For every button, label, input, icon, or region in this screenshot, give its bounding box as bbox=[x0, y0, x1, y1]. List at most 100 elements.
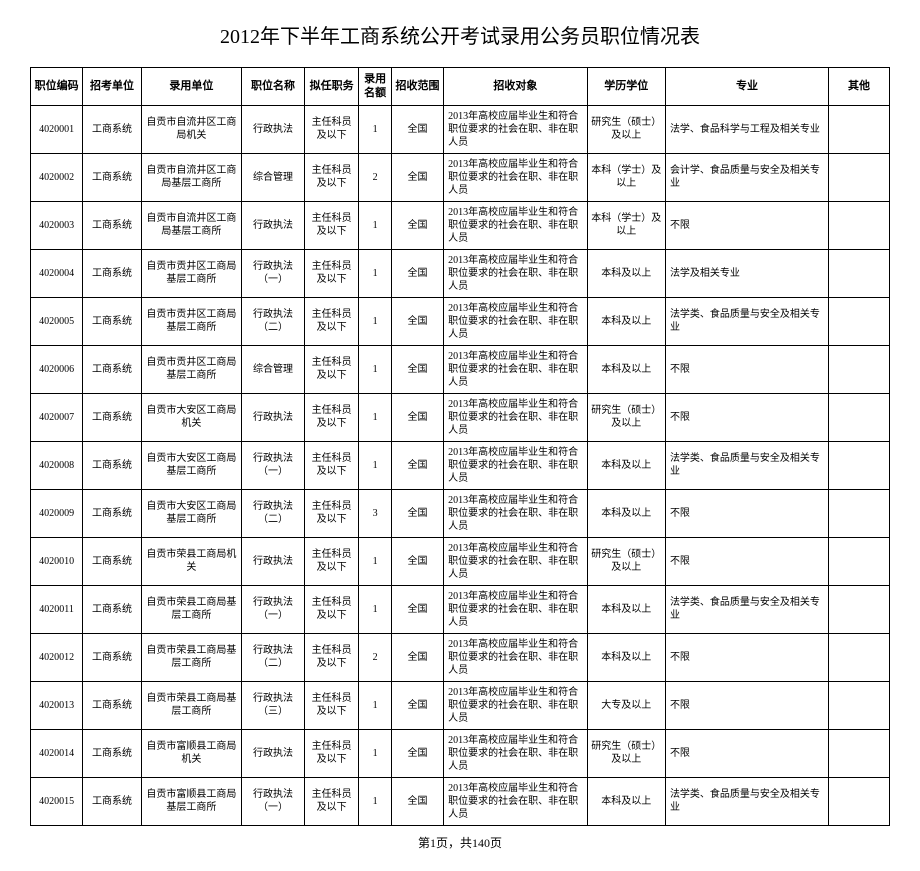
cell-scope: 全国 bbox=[391, 441, 443, 489]
cell-rank: 主任科员及以下 bbox=[304, 297, 358, 345]
cell-rank: 主任科员及以下 bbox=[304, 153, 358, 201]
table-row: 4020005工商系统自贡市贡井区工商局基层工商所行政执法（二）主任科员及以下1… bbox=[31, 297, 890, 345]
cell-major: 不限 bbox=[665, 633, 828, 681]
cell-other bbox=[829, 393, 890, 441]
table-row: 4020003工商系统自贡市自流井区工商局基层工商所行政执法主任科员及以下1全国… bbox=[31, 201, 890, 249]
cell-employer: 自贡市富顺县工商局机关 bbox=[141, 729, 241, 777]
cell-rank: 主任科员及以下 bbox=[304, 489, 358, 537]
cell-position: 行政执法 bbox=[241, 201, 304, 249]
cell-dept: 工商系统 bbox=[83, 729, 142, 777]
cell-position: 行政执法（一） bbox=[241, 249, 304, 297]
cell-dept: 工商系统 bbox=[83, 441, 142, 489]
cell-employer: 自贡市荣县工商局机关 bbox=[141, 537, 241, 585]
cell-scope: 全国 bbox=[391, 393, 443, 441]
cell-employer: 自贡市自流井区工商局基层工商所 bbox=[141, 153, 241, 201]
table-row: 4020012工商系统自贡市荣县工商局基层工商所行政执法（二）主任科员及以下2全… bbox=[31, 633, 890, 681]
cell-target: 2013年高校应届毕业生和符合职位要求的社会在职、非在职人员 bbox=[444, 153, 588, 201]
cell-other bbox=[829, 345, 890, 393]
cell-position: 行政执法 bbox=[241, 729, 304, 777]
table-row: 4020011工商系统自贡市荣县工商局基层工商所行政执法（一）主任科员及以下1全… bbox=[31, 585, 890, 633]
cell-code: 4020003 bbox=[31, 201, 83, 249]
col-header-edu: 学历学位 bbox=[587, 68, 665, 106]
cell-scope: 全国 bbox=[391, 153, 443, 201]
cell-edu: 研究生（硕士）及以上 bbox=[587, 729, 665, 777]
cell-other bbox=[829, 729, 890, 777]
cell-scope: 全国 bbox=[391, 489, 443, 537]
cell-quota: 1 bbox=[359, 729, 392, 777]
cell-dept: 工商系统 bbox=[83, 777, 142, 825]
cell-other bbox=[829, 201, 890, 249]
cell-target: 2013年高校应届毕业生和符合职位要求的社会在职、非在职人员 bbox=[444, 393, 588, 441]
table-row: 4020004工商系统自贡市贡井区工商局基层工商所行政执法（一）主任科员及以下1… bbox=[31, 249, 890, 297]
cell-other bbox=[829, 633, 890, 681]
cell-target: 2013年高校应届毕业生和符合职位要求的社会在职、非在职人员 bbox=[444, 585, 588, 633]
cell-edu: 本科及以上 bbox=[587, 297, 665, 345]
cell-major: 法学及相关专业 bbox=[665, 249, 828, 297]
cell-scope: 全国 bbox=[391, 777, 443, 825]
cell-employer: 自贡市大安区工商局基层工商所 bbox=[141, 489, 241, 537]
cell-target: 2013年高校应届毕业生和符合职位要求的社会在职、非在职人员 bbox=[444, 681, 588, 729]
cell-position: 行政执法（三） bbox=[241, 681, 304, 729]
cell-target: 2013年高校应届毕业生和符合职位要求的社会在职、非在职人员 bbox=[444, 633, 588, 681]
cell-scope: 全国 bbox=[391, 681, 443, 729]
col-header-target: 招收对象 bbox=[444, 68, 588, 106]
cell-scope: 全国 bbox=[391, 537, 443, 585]
cell-other bbox=[829, 585, 890, 633]
table-row: 4020007工商系统自贡市大安区工商局机关行政执法主任科员及以下1全国2013… bbox=[31, 393, 890, 441]
cell-position: 综合管理 bbox=[241, 345, 304, 393]
table-row: 4020015工商系统自贡市富顺县工商局基层工商所行政执法（一）主任科员及以下1… bbox=[31, 777, 890, 825]
cell-major: 法学、食品科学与工程及相关专业 bbox=[665, 105, 828, 153]
cell-other bbox=[829, 777, 890, 825]
cell-scope: 全国 bbox=[391, 105, 443, 153]
cell-code: 4020008 bbox=[31, 441, 83, 489]
cell-position: 行政执法（二） bbox=[241, 633, 304, 681]
cell-position: 行政执法（一） bbox=[241, 585, 304, 633]
cell-major: 法学类、食品质量与安全及相关专业 bbox=[665, 441, 828, 489]
cell-edu: 本科及以上 bbox=[587, 585, 665, 633]
cell-position: 行政执法（二） bbox=[241, 297, 304, 345]
cell-other bbox=[829, 681, 890, 729]
table-row: 4020014工商系统自贡市富顺县工商局机关行政执法主任科员及以下1全国2013… bbox=[31, 729, 890, 777]
cell-scope: 全国 bbox=[391, 729, 443, 777]
cell-scope: 全国 bbox=[391, 201, 443, 249]
cell-code: 4020002 bbox=[31, 153, 83, 201]
cell-rank: 主任科员及以下 bbox=[304, 681, 358, 729]
cell-quota: 2 bbox=[359, 153, 392, 201]
cell-quota: 1 bbox=[359, 249, 392, 297]
cell-quota: 3 bbox=[359, 489, 392, 537]
page-title: 2012年下半年工商系统公开考试录用公务员职位情况表 bbox=[30, 20, 890, 49]
cell-employer: 自贡市荣县工商局基层工商所 bbox=[141, 633, 241, 681]
cell-employer: 自贡市贡井区工商局基层工商所 bbox=[141, 345, 241, 393]
cell-rank: 主任科员及以下 bbox=[304, 441, 358, 489]
cell-edu: 本科（学士）及以上 bbox=[587, 201, 665, 249]
cell-employer: 自贡市大安区工商局机关 bbox=[141, 393, 241, 441]
cell-other bbox=[829, 249, 890, 297]
cell-target: 2013年高校应届毕业生和符合职位要求的社会在职、非在职人员 bbox=[444, 297, 588, 345]
page-footer: 第1页，共140页 bbox=[30, 834, 890, 851]
cell-code: 4020012 bbox=[31, 633, 83, 681]
cell-code: 4020010 bbox=[31, 537, 83, 585]
cell-employer: 自贡市贡井区工商局基层工商所 bbox=[141, 297, 241, 345]
cell-dept: 工商系统 bbox=[83, 585, 142, 633]
col-header-dept: 招考单位 bbox=[83, 68, 142, 106]
cell-quota: 1 bbox=[359, 777, 392, 825]
cell-edu: 本科及以上 bbox=[587, 633, 665, 681]
cell-target: 2013年高校应届毕业生和符合职位要求的社会在职、非在职人员 bbox=[444, 777, 588, 825]
cell-major: 不限 bbox=[665, 489, 828, 537]
cell-quota: 1 bbox=[359, 201, 392, 249]
cell-quota: 1 bbox=[359, 537, 392, 585]
cell-quota: 2 bbox=[359, 633, 392, 681]
table-row: 4020006工商系统自贡市贡井区工商局基层工商所综合管理主任科员及以下1全国2… bbox=[31, 345, 890, 393]
cell-scope: 全国 bbox=[391, 297, 443, 345]
cell-rank: 主任科员及以下 bbox=[304, 393, 358, 441]
cell-rank: 主任科员及以下 bbox=[304, 537, 358, 585]
cell-target: 2013年高校应届毕业生和符合职位要求的社会在职、非在职人员 bbox=[444, 729, 588, 777]
cell-employer: 自贡市贡井区工商局基层工商所 bbox=[141, 249, 241, 297]
cell-position: 行政执法（一） bbox=[241, 777, 304, 825]
cell-scope: 全国 bbox=[391, 249, 443, 297]
cell-scope: 全国 bbox=[391, 633, 443, 681]
col-header-rank: 拟任职务 bbox=[304, 68, 358, 106]
cell-code: 4020007 bbox=[31, 393, 83, 441]
cell-target: 2013年高校应届毕业生和符合职位要求的社会在职、非在职人员 bbox=[444, 489, 588, 537]
cell-code: 4020006 bbox=[31, 345, 83, 393]
